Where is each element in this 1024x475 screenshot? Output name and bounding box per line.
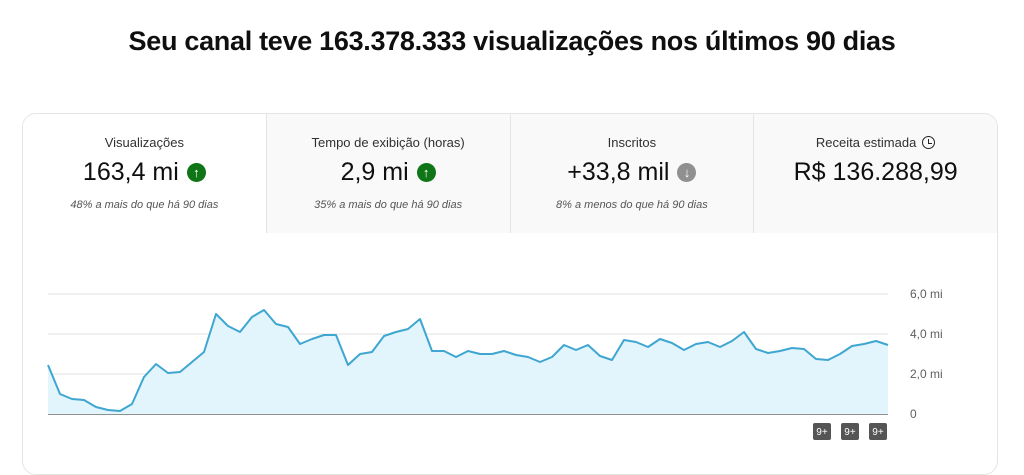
tab-value: +33,8 mil bbox=[567, 158, 670, 186]
y-tick-label: 0 bbox=[910, 407, 917, 421]
tab-value-row: 163,4 mi ↑ bbox=[23, 158, 266, 187]
tab-label-row: Receita estimada bbox=[754, 135, 997, 150]
tab-watch-time[interactable]: Tempo de exibição (horas) 2,9 mi ↑ 35% a … bbox=[265, 114, 510, 233]
tab-note: 48% a mais do que há 90 dias bbox=[70, 199, 219, 211]
annotation-label: 9+ bbox=[872, 427, 884, 438]
annotation-badge bbox=[841, 423, 859, 440]
tab-value: R$ 136.288,99 bbox=[793, 158, 958, 186]
page-title: Seu canal teve 163.378.333 visualizações… bbox=[128, 26, 896, 56]
tab-label: Visualizações bbox=[104, 135, 184, 150]
arrow-down-icon: ↓ bbox=[677, 163, 697, 182]
tab-label: Inscritos bbox=[607, 135, 657, 150]
tab-value-row: R$ 136.288,99 bbox=[754, 158, 997, 187]
tab-label: Tempo de exibição (horas) bbox=[311, 135, 465, 150]
annotation-badge bbox=[813, 423, 831, 440]
tab-subscribers[interactable]: Inscritos +33,8 mil ↓ 8% a menos do que h… bbox=[509, 114, 754, 233]
clock-icon bbox=[922, 136, 936, 149]
annotation-badge bbox=[869, 423, 887, 440]
arrow-up-icon: ↑ bbox=[186, 163, 206, 182]
tab-value: 2,9 mi bbox=[340, 158, 409, 186]
y-tick-label: 2,0 mi bbox=[910, 367, 943, 381]
y-tick-label: 4,0 mi bbox=[910, 327, 943, 341]
tab-label: Receita estimada bbox=[815, 135, 917, 150]
annotation-label: 9+ bbox=[816, 427, 828, 438]
annotation-label: 9+ bbox=[844, 427, 856, 438]
metric-tabs: Visualizações 163,4 mi ↑ 48% a mais do qu… bbox=[23, 114, 997, 233]
views-chart: 0 2,0 mi 4,0 mi 6,0 mi 9+ 9+ 9+ bbox=[47, 287, 943, 440]
series-line bbox=[47, 309, 889, 412]
tab-value-row: 2,9 mi ↑ bbox=[267, 158, 510, 187]
tab-value-row: +33,8 mil ↓ bbox=[511, 158, 754, 187]
area-fill bbox=[48, 310, 888, 414]
tab-note: 8% a menos do que há 90 dias bbox=[556, 199, 708, 211]
tab-views[interactable]: Visualizações 163,4 mi ↑ 48% a mais do qu… bbox=[23, 114, 266, 233]
tab-revenue[interactable]: Receita estimada R$ 136.288,99 bbox=[753, 114, 997, 233]
tab-value: 163,4 mi bbox=[82, 158, 179, 186]
arrow-up-icon: ↑ bbox=[416, 163, 436, 182]
tab-note: 35% a mais do que há 90 dias bbox=[314, 199, 463, 211]
y-tick-label: 6,0 mi bbox=[910, 287, 943, 301]
